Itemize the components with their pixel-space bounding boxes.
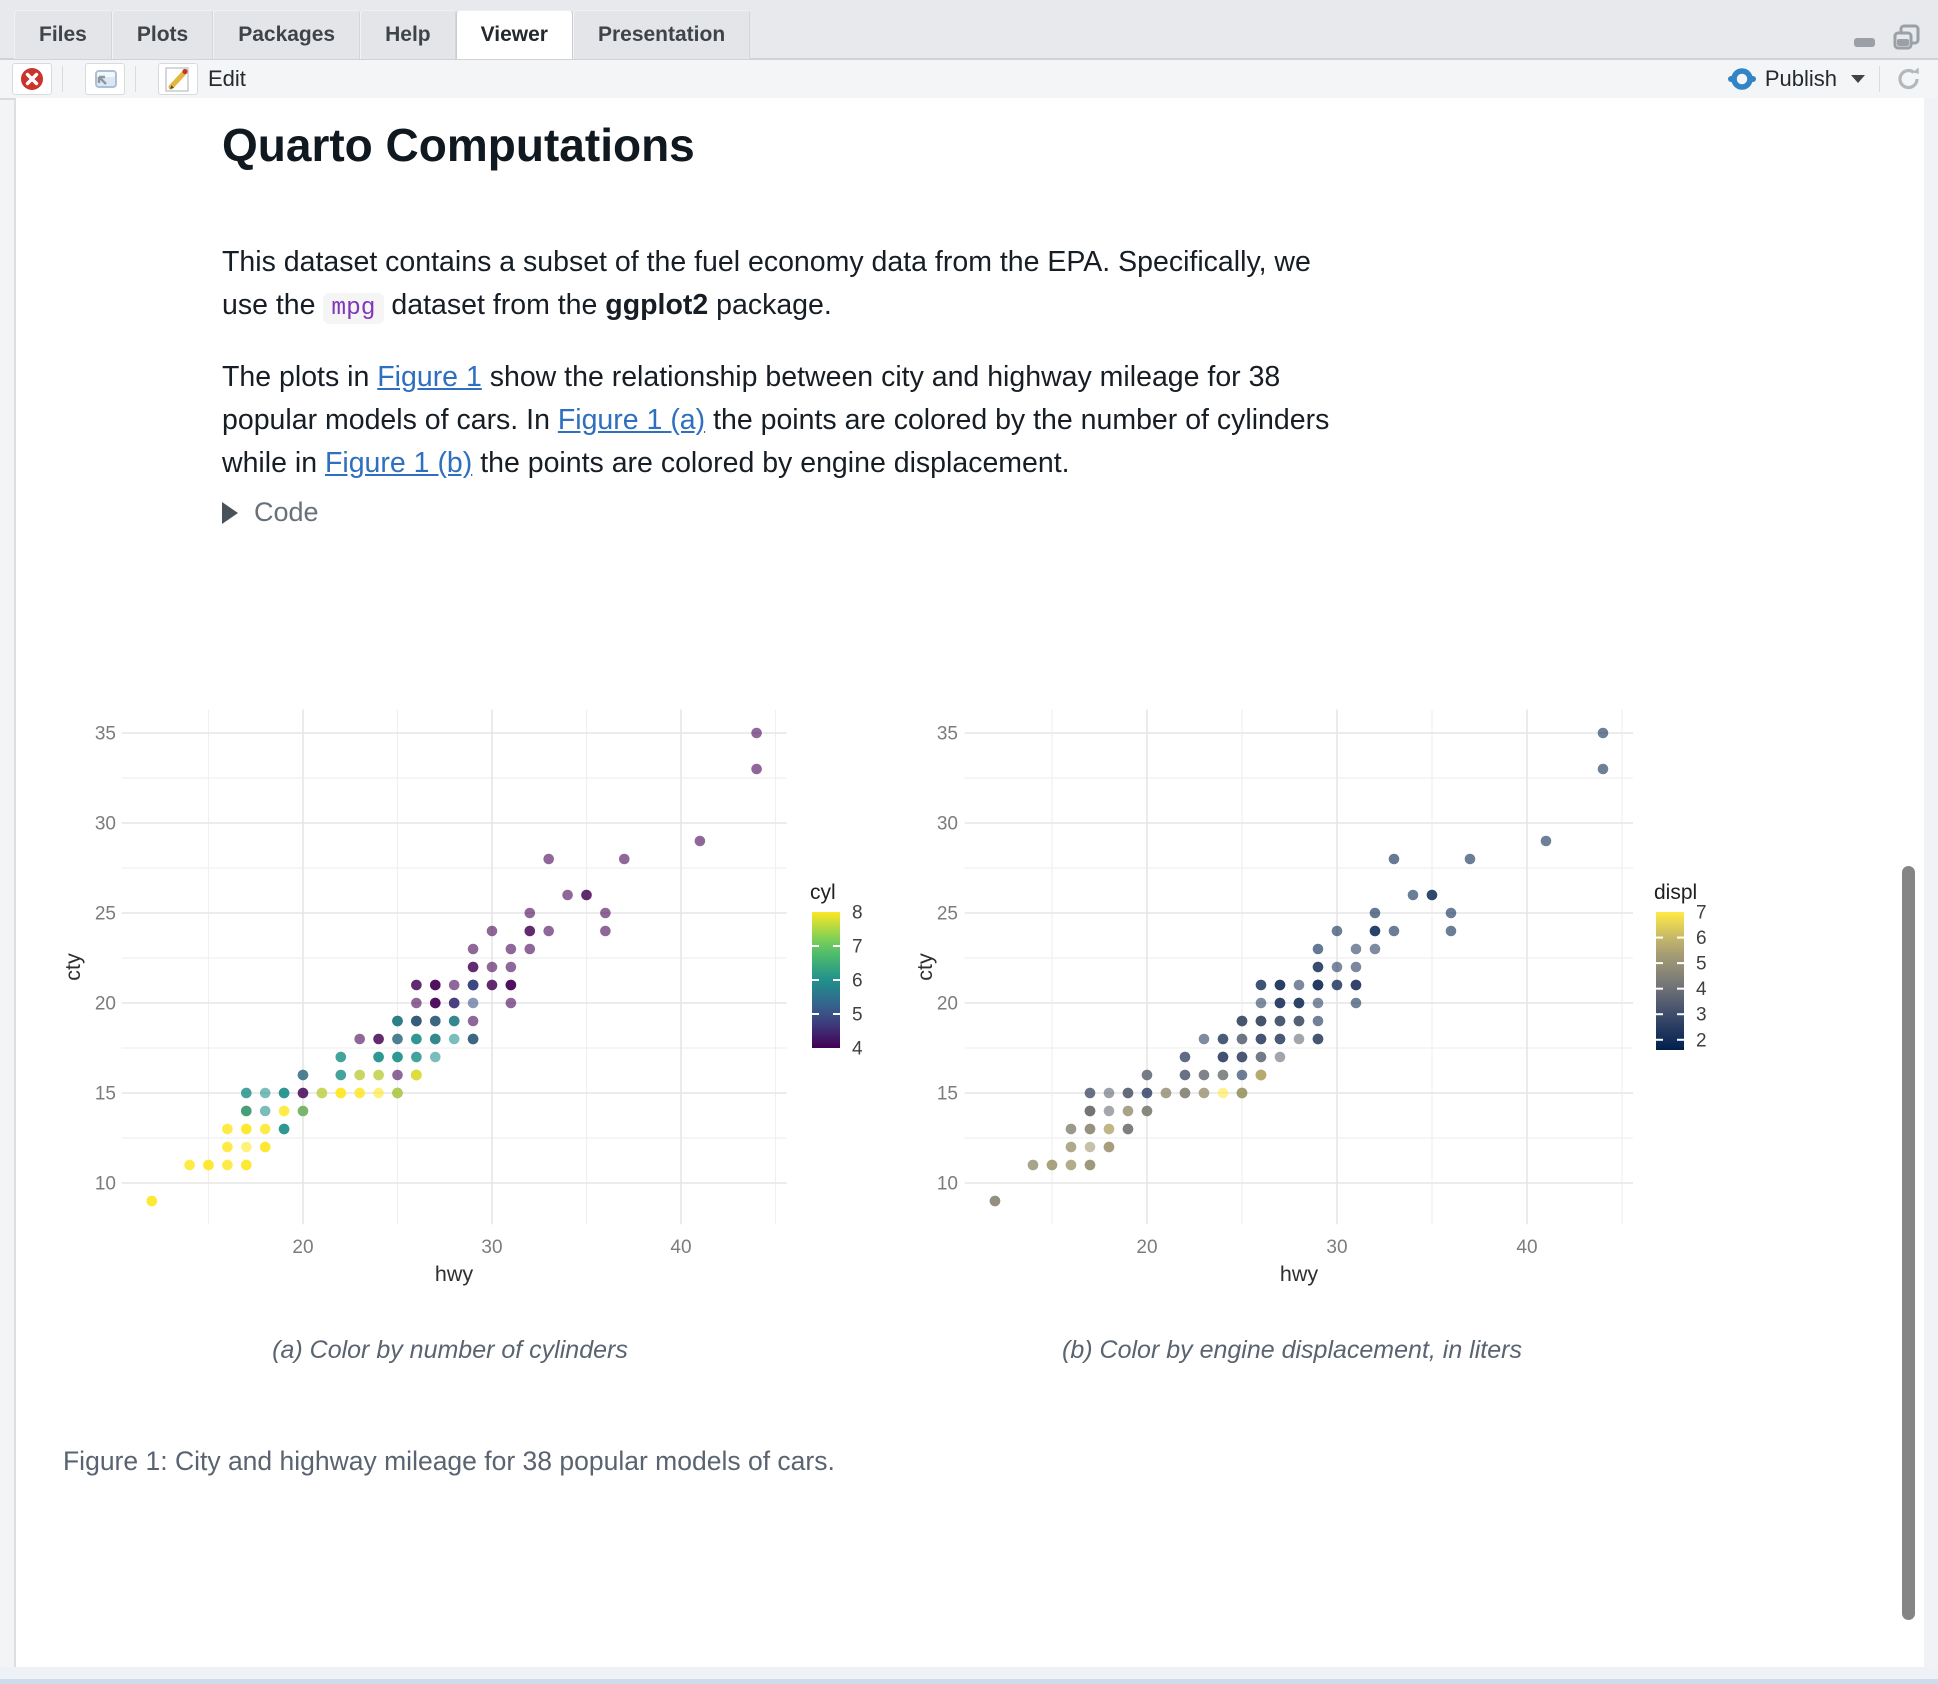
- svg-text:40: 40: [1516, 1237, 1537, 1258]
- p2-seg-1-link[interactable]: Figure 1: [377, 360, 482, 393]
- figure-1-caption: Figure 1: City and highway mileage for 3…: [63, 1446, 835, 1476]
- p1-seg-2-text: dataset from the: [383, 288, 606, 321]
- svg-text:2: 2: [1696, 1030, 1707, 1051]
- p2-seg-5-link[interactable]: Figure 1 (b): [324, 446, 473, 479]
- svg-text:15: 15: [95, 1084, 116, 1105]
- open-in-new-window-icon: [95, 70, 117, 88]
- tab-packages[interactable]: Packages: [213, 10, 361, 59]
- publish-icon: [1727, 68, 1756, 90]
- svg-text:6: 6: [852, 971, 863, 992]
- pane-focus-border: [0, 1679, 1938, 1684]
- svg-text:20: 20: [292, 1237, 313, 1258]
- svg-text:20: 20: [95, 994, 116, 1015]
- svg-text:30: 30: [1326, 1237, 1347, 1258]
- publish-button[interactable]: Publish: [1764, 66, 1837, 91]
- refresh-icon[interactable]: [1894, 64, 1924, 94]
- svg-text:6: 6: [1696, 928, 1707, 949]
- svg-text:hwy: hwy: [1280, 1262, 1318, 1286]
- tab-strip: Files Plots Packages Help Viewer Presentation: [14, 10, 751, 59]
- svg-text:40: 40: [670, 1237, 691, 1258]
- svg-text:30: 30: [481, 1237, 502, 1258]
- p2-seg-4-text: the points are colored by the number of …: [222, 403, 1330, 479]
- panel-a: 20 30 40 10 15 20 25 30 35 hwy cty cyl 8 7 6 5 4: [61, 709, 863, 1286]
- tab-presentation[interactable]: Presentation: [572, 10, 751, 59]
- svg-text:4: 4: [852, 1039, 863, 1060]
- svg-text:5: 5: [1696, 954, 1707, 975]
- open-in-new-window-button[interactable]: [85, 63, 125, 95]
- svg-text:4: 4: [1696, 979, 1707, 1000]
- paragraph-dataset-description: This dataset contains a subset of the fu…: [222, 241, 1354, 330]
- tab-plots[interactable]: Plots: [111, 10, 214, 59]
- tab-viewer[interactable]: Viewer: [455, 10, 573, 59]
- svg-text:cyl: cyl: [810, 881, 836, 904]
- panel-a-points: [146, 727, 762, 1207]
- legend-cyl: cyl 8 7 6 5 4: [810, 881, 863, 1060]
- p1-seg-3-bold: ggplot2: [605, 288, 709, 321]
- subfigure-b-caption: (b) Color by engine displacement, in lit…: [1062, 1336, 1522, 1364]
- vertical-scrollbar[interactable]: [1902, 866, 1915, 1620]
- restore-icon[interactable]: [1892, 24, 1922, 52]
- viewer-content: [14, 98, 1924, 1669]
- subfigure-a-caption: (a) Color by number of cylinders: [272, 1336, 628, 1364]
- svg-text:20: 20: [1136, 1237, 1157, 1258]
- svg-text:30: 30: [95, 814, 116, 835]
- svg-text:7: 7: [1696, 903, 1707, 924]
- edit-button[interactable]: [158, 63, 198, 95]
- edit-pencil-icon: [165, 67, 189, 92]
- disclosure-triangle-icon: [222, 501, 238, 524]
- svg-text:displ: displ: [1654, 881, 1697, 904]
- publish-dropdown-caret-icon[interactable]: [1851, 75, 1865, 83]
- page-title: Quarto Computations: [222, 119, 695, 171]
- svg-text:7: 7: [852, 937, 863, 958]
- svg-text:8: 8: [852, 903, 863, 924]
- pane-right-gap: [1924, 98, 1938, 1667]
- tab-files[interactable]: Files: [14, 10, 112, 59]
- svg-text:25: 25: [937, 904, 958, 925]
- edit-button-label[interactable]: Edit: [208, 66, 246, 91]
- p1-seg-1-code: mpg: [323, 292, 384, 324]
- svg-text:10: 10: [95, 1174, 116, 1195]
- toolbar-separator: [1879, 66, 1880, 92]
- svg-text:hwy: hwy: [435, 1262, 473, 1286]
- stop-icon: [21, 68, 43, 90]
- p2-seg-2-text: show the relationship between city and h…: [222, 360, 1281, 436]
- pane-tab-bar: Files Plots Packages Help Viewer Presentation: [0, 0, 1938, 60]
- p2-seg-3-link[interactable]: Figure 1 (a): [557, 403, 706, 436]
- svg-text:cty: cty: [61, 953, 85, 981]
- svg-text:30: 30: [937, 814, 958, 835]
- code-fold-label: Code: [254, 497, 319, 527]
- svg-text:35: 35: [937, 724, 958, 745]
- tab-help[interactable]: Help: [360, 10, 456, 59]
- svg-text:15: 15: [937, 1084, 958, 1105]
- svg-text:cty: cty: [913, 953, 937, 981]
- svg-text:20: 20: [937, 994, 958, 1015]
- toolbar-separator: [62, 66, 63, 92]
- p1-seg-4-text: package.: [708, 288, 832, 321]
- svg-text:10: 10: [937, 1174, 958, 1195]
- svg-text:35: 35: [95, 724, 116, 745]
- viewer-toolbar: Edit Publish: [0, 60, 1938, 100]
- svg-text:25: 25: [95, 904, 116, 925]
- svg-text:5: 5: [852, 1005, 863, 1026]
- stop-button[interactable]: [12, 63, 52, 95]
- p2-seg-0-text: The plots in: [222, 360, 378, 393]
- minimize-icon[interactable]: [1852, 26, 1878, 50]
- p1-seg-0-text: This dataset contains a subset of the fu…: [222, 245, 1311, 321]
- toolbar-separator: [135, 66, 136, 92]
- paragraph-figure-description: The plots in Figure 1 show the relations…: [222, 356, 1354, 485]
- p2-seg-6-text: the points are colored by engine displac…: [472, 446, 1070, 479]
- svg-text:3: 3: [1696, 1005, 1707, 1026]
- code-fold-toggle[interactable]: Code: [222, 497, 319, 528]
- panel-b-points: [989, 727, 1609, 1207]
